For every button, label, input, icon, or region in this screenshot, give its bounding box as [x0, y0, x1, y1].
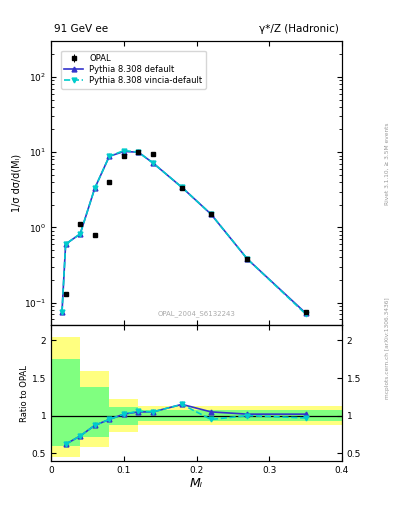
Text: mcplots.cern.ch [arXiv:1306.3436]: mcplots.cern.ch [arXiv:1306.3436] [385, 297, 390, 399]
Bar [80, 371, 109, 447]
Pythia 8.308 default [60, 309, 64, 315]
Bar [80, 387, 109, 437]
Pythia 8.308 vincia-default [245, 256, 250, 262]
Legend: OPAL, Pythia 8.308 default, Pythia 8.308 vincia-default: OPAL, Pythia 8.308 default, Pythia 8.308… [61, 51, 206, 89]
Pythia 8.308 vincia-default [209, 211, 213, 217]
Pythia 8.308 vincia-default [78, 231, 83, 237]
Pythia 8.308 vincia-default [63, 241, 68, 247]
Pythia 8.308 default [180, 184, 184, 190]
Text: Rivet 3.1.10, ≥ 3.5M events: Rivet 3.1.10, ≥ 3.5M events [385, 122, 390, 205]
Text: 91 GeV ee: 91 GeV ee [54, 24, 108, 34]
Pythia 8.308 default [245, 256, 250, 262]
Pythia 8.308 default [136, 149, 141, 155]
Pythia 8.308 vincia-default [303, 311, 308, 317]
Line: Pythia 8.308 default: Pythia 8.308 default [60, 149, 308, 315]
Y-axis label: Ratio to OPAL: Ratio to OPAL [20, 365, 29, 421]
Text: γ*/Z (Hadronic): γ*/Z (Hadronic) [259, 24, 339, 34]
Pythia 8.308 default [78, 231, 83, 237]
Pythia 8.308 vincia-default [92, 185, 97, 191]
Pythia 8.308 vincia-default [180, 184, 184, 190]
Pythia 8.308 default [121, 148, 126, 155]
Bar [109, 399, 138, 432]
Pythia 8.308 vincia-default [151, 160, 155, 166]
Bar [51, 359, 66, 446]
Line: Pythia 8.308 vincia-default: Pythia 8.308 vincia-default [60, 148, 308, 316]
Pythia 8.308 vincia-default [60, 309, 64, 315]
Bar [138, 411, 342, 421]
Pythia 8.308 vincia-default [136, 149, 141, 155]
Pythia 8.308 default [107, 153, 112, 159]
Pythia 8.308 default [63, 241, 68, 247]
Pythia 8.308 vincia-default [121, 147, 126, 154]
Pythia 8.308 default [209, 211, 213, 217]
Bar [138, 406, 342, 425]
Text: OPAL_2004_S6132243: OPAL_2004_S6132243 [158, 310, 235, 317]
Pythia 8.308 default [303, 310, 308, 316]
Bar [66, 337, 80, 457]
Y-axis label: 1/σ dσ/d(Mₗ): 1/σ dσ/d(Mₗ) [11, 154, 21, 212]
Pythia 8.308 default [151, 160, 155, 166]
Pythia 8.308 vincia-default [107, 153, 112, 159]
Bar [109, 407, 138, 425]
Bar [66, 359, 80, 446]
Bar [51, 337, 66, 457]
X-axis label: Mₗ: Mₗ [190, 477, 203, 490]
Pythia 8.308 default [92, 185, 97, 191]
